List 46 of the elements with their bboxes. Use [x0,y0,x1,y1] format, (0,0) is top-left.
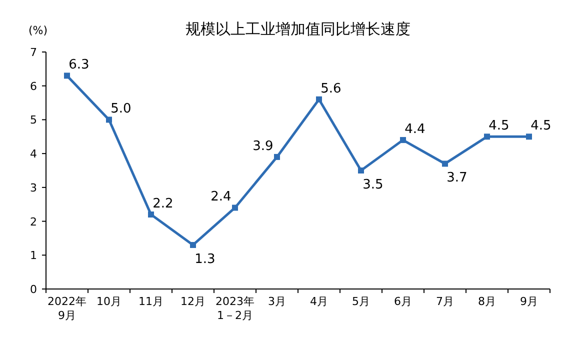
point [190,242,196,248]
x-tick-label: 11月 [138,295,164,308]
data-label: 4.5 [488,118,510,134]
data-label: 2.4 [210,190,232,205]
data-label: 4.5 [530,118,552,134]
data-label: 1.3 [194,252,216,267]
y-tick-label: 5 [30,114,37,127]
point [232,204,238,211]
x-tick-label: 4月 [310,295,328,308]
x-tick-label: 7月 [436,295,454,308]
point [316,96,322,102]
point [484,134,490,140]
point [442,160,448,167]
data-label: 4.4 [404,122,426,138]
x-tick-label: 2023年 1－2月 [216,295,254,322]
data-label: 3.7 [446,170,468,186]
data-label: 3.9 [252,138,274,154]
x-tick-label: 5月 [352,295,370,308]
data-label: 5.0 [110,102,132,117]
point [400,137,406,144]
y-tick-label: 1 [30,249,37,262]
y-tick-label: 7 [30,46,37,59]
point [64,72,70,79]
point [358,168,364,174]
data-label: 2.2 [152,196,174,212]
y-axis-title: (%) [28,24,48,37]
y-tick-label: 3 [30,181,37,194]
x-tick-label: 10月 [96,295,122,308]
y-tick-label: 4 [30,148,37,161]
y-tick-label: 2 [30,215,37,228]
chart-title: 规模以上工业增加值同比增长速度 [186,20,410,38]
x-tick-label: 6月 [394,295,412,308]
data-label: 6.3 [68,58,90,73]
y-tick-label: 6 [30,80,37,93]
point [526,134,532,140]
x-tick-label: 2022年 9月 [48,295,86,322]
x-tick-label: 12月 [180,295,206,308]
x-tick-label: 3月 [268,295,286,308]
point [106,116,112,123]
x-tick-label: 9月 [520,295,538,308]
data-label: 3.5 [362,178,384,192]
point [148,212,154,218]
point [274,154,280,160]
x-tick-label: 8月 [478,295,496,308]
data-label: 5.6 [320,81,342,96]
y-tick-label: 0 [30,283,37,296]
